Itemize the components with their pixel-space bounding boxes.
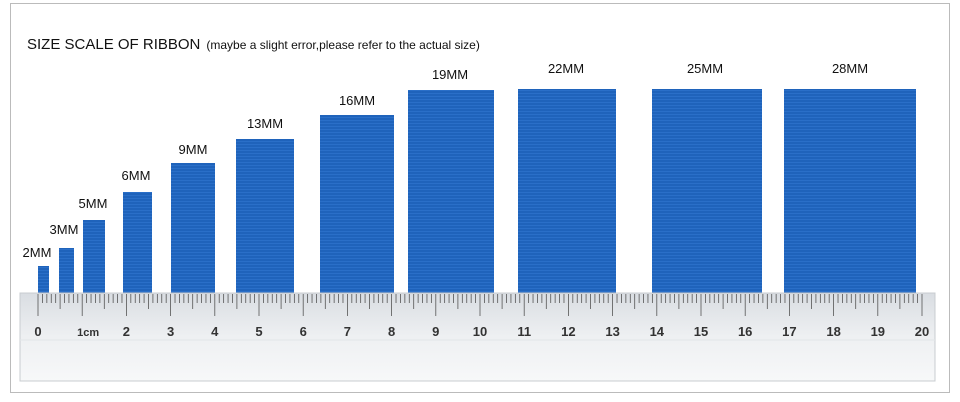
ruler-label: 1cm <box>77 327 99 339</box>
ribbon-label: 9MM <box>179 142 208 157</box>
ruler-label: 11 <box>517 324 531 339</box>
ruler-label: 18 <box>826 324 840 339</box>
title-text: SIZE SCALE OF RIBBON <box>27 36 200 53</box>
ruler-label: 20 <box>915 324 929 339</box>
ruler-label: 5 <box>255 324 262 339</box>
ribbon <box>59 248 74 294</box>
ruler-label: 8 <box>388 324 395 339</box>
ruler-label: 12 <box>561 324 575 339</box>
ruler-label: 16 <box>738 324 752 339</box>
ruler-label: 2 <box>123 324 130 339</box>
ruler-label: 0 <box>34 324 41 339</box>
ribbon-label: 6MM <box>122 168 151 183</box>
ribbon <box>171 163 215 294</box>
ruler-label: 6 <box>300 324 307 339</box>
ribbon-label: 2MM <box>23 245 52 260</box>
ruler <box>19 292 936 382</box>
ruler-label: 3 <box>167 324 174 339</box>
ribbon-label: 28MM <box>832 61 868 76</box>
title: SIZE SCALE OF RIBBON (maybe a slight erro… <box>27 36 480 53</box>
ribbon <box>83 220 105 294</box>
ruler-label: 15 <box>694 324 708 339</box>
ribbon <box>784 89 916 294</box>
ribbon-label: 22MM <box>548 61 584 76</box>
ribbon <box>236 139 294 294</box>
ribbon-label: 3MM <box>50 222 79 237</box>
note: (maybe a slight error,please refer to th… <box>206 38 479 52</box>
ribbon <box>408 90 494 294</box>
ribbon <box>518 89 616 294</box>
ribbon-label: 16MM <box>339 93 375 108</box>
ruler-scale: 0 1cm 2 3 4 5 6 7 8 9 10 11 12 13 14 15 16 17 18 19 20 <box>34 294 929 339</box>
ruler-label: 17 <box>782 324 796 339</box>
ruler-label: 10 <box>473 324 487 339</box>
ruler-label: 9 <box>432 324 439 339</box>
ribbon-label: 19MM <box>432 67 468 82</box>
ribbon <box>123 192 152 294</box>
ribbon <box>652 89 762 294</box>
ribbon <box>320 115 394 294</box>
ribbon-label: 13MM <box>247 116 283 131</box>
ruler-label: 14 <box>650 324 665 339</box>
ribbon <box>38 266 49 294</box>
ribbon-label: 5MM <box>79 196 108 211</box>
ruler-label: 4 <box>211 324 219 339</box>
ruler-label: 19 <box>871 324 885 339</box>
ribbon-label: 25MM <box>687 61 723 76</box>
ruler-label: 13 <box>605 324 619 339</box>
ruler-label: 7 <box>344 324 351 339</box>
